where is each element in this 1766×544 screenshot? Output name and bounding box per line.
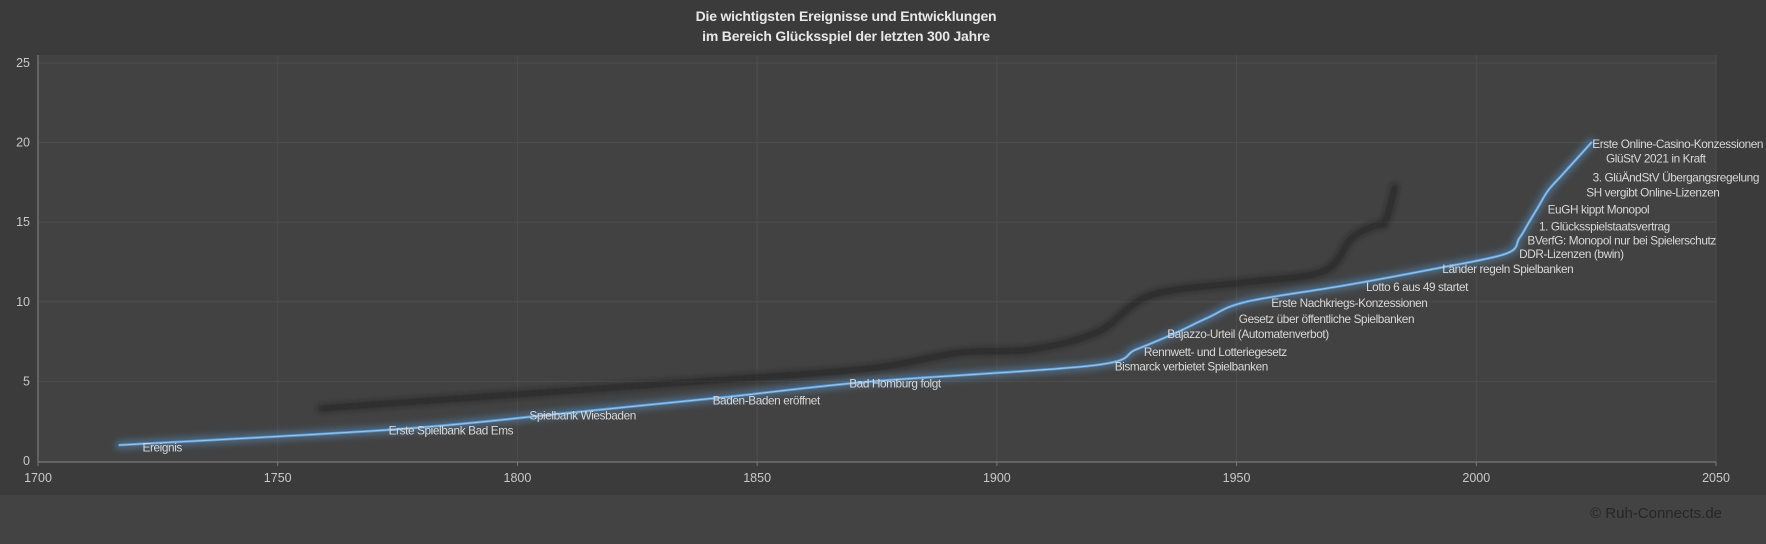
event-label-14: BVerfG: Monopol nur bei Spielerschutz <box>1527 233 1716 247</box>
event-label-9: Gesetz über öffentliche Spielbanken <box>1239 312 1414 326</box>
x-tick-label: 2000 <box>1462 471 1490 485</box>
event-label-3: Spielbank Wiesbaden <box>529 408 636 422</box>
event-label-2: Erste Spielbank Bad Ems <box>389 423 514 437</box>
event-label-17: SH vergibt Online-Lizenzen <box>1586 186 1719 200</box>
event-label-15: 1. Glücksspielstaatsvertrag <box>1539 219 1670 233</box>
event-label-12: Länder regeln Spielbanken <box>1442 262 1573 276</box>
x-tick-label: 1950 <box>1223 471 1251 485</box>
event-label-1: Ereignis <box>143 440 183 454</box>
event-label-13: DDR-Lizenzen (bwin) <box>1519 247 1624 261</box>
chart-title-line1: Die wichtigsten Ereignisse und Entwicklu… <box>695 8 997 24</box>
x-tick-label: 1700 <box>24 471 52 485</box>
plot-area <box>38 55 1716 462</box>
x-tick-label: 1900 <box>983 471 1011 485</box>
y-tick-label: 25 <box>16 56 30 70</box>
event-label-5: Bad Homburg folgt <box>849 377 942 391</box>
event-label-20: Erste Online-Casino-Konzessionen <box>1592 137 1763 151</box>
series-ereignis-core <box>119 142 1592 446</box>
x-tick-label: 1800 <box>504 471 532 485</box>
event-label-16: EuGH kippt Monopol <box>1548 203 1650 217</box>
x-tick-label: 2050 <box>1702 471 1730 485</box>
chart-title-line2: im Bereich Glücksspiel der letzten 300 J… <box>702 28 990 44</box>
chart-title: Die wichtigsten Ereignisse und Entwicklu… <box>0 6 1729 46</box>
event-label-8: Bajazzo-Urteil (Automatenverbot) <box>1167 327 1329 341</box>
x-tick-label: 1850 <box>743 471 771 485</box>
event-label-4: Baden-Baden eröffnet <box>713 394 821 408</box>
y-tick-label: 20 <box>16 136 30 150</box>
event-label-11: Lotto 6 aus 49 startet <box>1366 280 1469 294</box>
copyright-text: © Ruh-Connects.de <box>1590 505 1722 522</box>
x-tick-label: 1750 <box>264 471 292 485</box>
event-label-19: GlüStV 2021 in Kraft <box>1606 152 1707 166</box>
footer-strip <box>0 495 1766 544</box>
event-label-6: Bismarck verbietet Spielbanken <box>1115 360 1268 374</box>
y-tick-label: 15 <box>16 215 30 229</box>
event-label-10: Erste Nachkriegs-Konzessionen <box>1271 296 1427 310</box>
event-label-18: 3. GlüÄndStV Übergangsregelung <box>1593 171 1759 185</box>
series-shadow-line <box>317 183 1399 412</box>
y-tick-label: 10 <box>16 295 30 309</box>
y-tick-label: 5 <box>23 374 30 388</box>
event-label-7: Rennwett- und Lotteriegesetz <box>1144 345 1287 359</box>
y-tick-label: 0 <box>23 454 30 468</box>
